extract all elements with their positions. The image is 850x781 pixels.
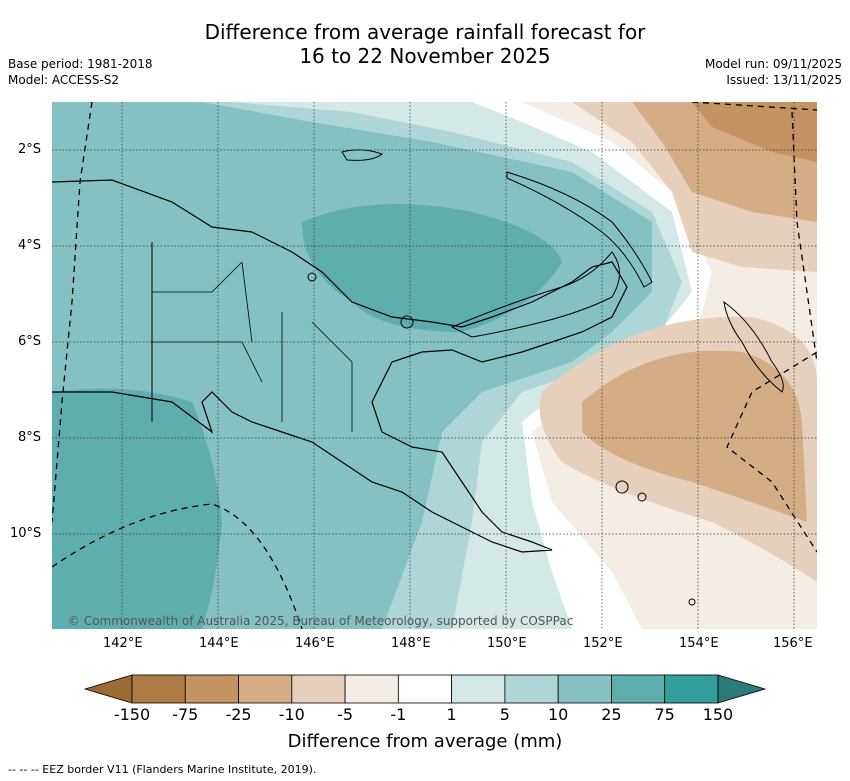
eez-border-northeast [691,102,817,111]
new-ireland-coastline [506,171,653,288]
colorbar-bin [184,674,239,704]
colorbar-bin [451,674,506,704]
island [615,480,629,494]
base-period-label: Base period: 1981-2018 [8,57,153,71]
lon-tick-150e: 150°E [487,636,527,651]
chart-title-line2: 16 to 22 November 2025 [299,44,551,68]
lon-tick-152e: 152°E [583,636,623,651]
colorbar-tick-label: -10 [278,705,305,724]
lon-tick-156e: 156°E [773,636,813,651]
copyright-notice: © Commonwealth of Australia 2025, Bureau… [68,614,574,628]
colorbar-bin [131,674,186,704]
colorbar-tick-label: -1 [390,705,407,724]
eez-border-west [52,102,93,523]
island [307,272,317,282]
issued-label: Issued: 13/11/2025 [726,73,842,87]
lon-tick-146e: 146°E [295,636,335,651]
colorbar-bin [397,674,453,704]
lon-tick-148e: 148°E [391,636,431,651]
colorbar-tick-label: 5 [499,705,510,724]
model-label: Model: ACCESS-S2 [8,73,120,87]
colorbar-tick-label: -5 [337,705,354,724]
island [400,315,414,329]
lat-tick-8s: 8°S [18,430,42,445]
lat-tick-10s: 10°S [10,526,42,541]
colorbar-extend-min [83,674,133,704]
eez-border-south [52,503,303,629]
colorbar-tick-label: 1 [446,705,457,724]
colorbar-bin [557,674,612,704]
model-run-label: Model run: 09/11/2025 [704,57,842,71]
colorbar-tick-label: 75 [654,705,675,724]
colorbar-bin [291,674,346,704]
colorbar-bin [664,674,719,704]
contour-25-75-north [302,204,562,332]
colorbar-tick-label: -25 [225,705,252,724]
colorbar-bin [611,674,666,704]
lat-tick-6s: 6°S [18,334,42,349]
island [688,598,696,606]
contour-25-75-southwest [52,388,222,629]
lat-tick-2s: 2°S [18,142,42,157]
bougainville-coastline [723,300,784,393]
colorbar-title: Difference from average (mm) [287,731,563,752]
rainfall-anomaly-map [52,102,817,629]
graticule [52,102,817,629]
colorbar-tick-label: 25 [601,705,622,724]
eez-border-solomon [726,351,817,553]
colorbar-tick-label: -75 [172,705,199,724]
new-britain-coastline [450,251,620,338]
colorbar-extend-max [717,674,767,704]
lon-tick-142e: 142°E [103,636,143,651]
colorbar-tick-label: 10 [547,705,569,724]
colorbar-tick-label: 150 [702,705,734,724]
eez-legend: -- -- -- EEZ border V11 (Flanders Marine… [8,763,317,776]
colorbar-bin [504,674,559,704]
contour-north-brown-dark [692,102,817,162]
colorbar-bin [238,674,293,704]
colorbar [83,674,767,704]
chart-title-line1: Difference from average rainfall forecas… [204,20,646,44]
lon-tick-154e: 154°E [679,636,719,651]
lat-tick-4s: 4°S [18,238,42,253]
colorbar-tick-label: -150 [113,705,151,724]
lon-tick-144e: 144°E [199,636,239,651]
island [637,492,647,502]
colorbar-bin [344,674,399,704]
